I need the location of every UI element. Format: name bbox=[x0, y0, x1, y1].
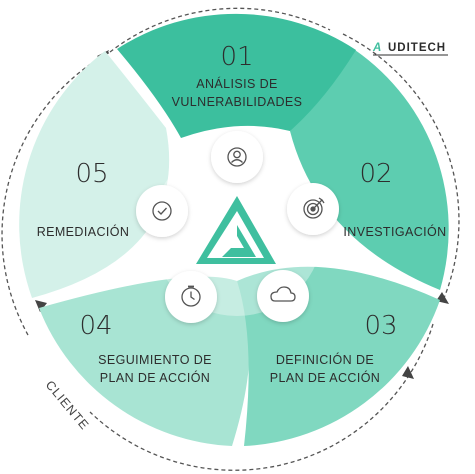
step-label-02: INVESTIGACIÓN bbox=[343, 224, 446, 239]
step-label-03-line2: PLAN DE ACCIÓN bbox=[270, 370, 381, 385]
icon-badge-03 bbox=[257, 270, 309, 322]
step-number-03: 03 bbox=[364, 311, 397, 341]
step-number-04: 04 bbox=[79, 311, 112, 341]
step-label-01-line2: VULNERABILIDADES bbox=[172, 95, 303, 109]
segment-02 bbox=[290, 50, 449, 290]
step-label-05: REMEDIACIÓN bbox=[37, 224, 130, 239]
icon-badge-01 bbox=[211, 131, 263, 183]
center-logo-icon bbox=[196, 196, 276, 264]
step-number-02: 02 bbox=[359, 159, 392, 189]
segment-01 bbox=[117, 13, 356, 138]
step-label-03-line1: DEFINICIÓN DE bbox=[276, 352, 374, 367]
arrow-bottom-right-icon bbox=[402, 366, 414, 379]
brand-rest: UDITECH bbox=[388, 42, 446, 54]
auditech-logo: A UDITECH bbox=[372, 42, 448, 56]
clock-icon bbox=[181, 285, 201, 307]
step-label-04-line1: SEGUIMIENTO DE bbox=[98, 353, 212, 367]
step-number-01: 01 bbox=[220, 42, 253, 72]
brand-prefix: A bbox=[372, 42, 382, 54]
check-icon bbox=[152, 201, 172, 221]
step-number-05: 05 bbox=[75, 159, 108, 189]
arrow-left-icon bbox=[35, 300, 47, 312]
target-icon bbox=[303, 197, 325, 219]
icon-badge-02 bbox=[287, 183, 339, 235]
step-label-01-line1: ANÁLISIS DE bbox=[196, 76, 278, 91]
client-label: CLIENTE bbox=[43, 378, 92, 433]
icon-badge-05 bbox=[136, 185, 188, 237]
cloud-icon bbox=[270, 286, 296, 302]
user-icon bbox=[227, 147, 247, 167]
icon-badge-04 bbox=[165, 271, 217, 323]
step-label-04-line2: PLAN DE ACCIÓN bbox=[100, 370, 211, 385]
outer-dashed-ring bbox=[1, 7, 460, 471]
segment-05 bbox=[19, 51, 170, 298]
